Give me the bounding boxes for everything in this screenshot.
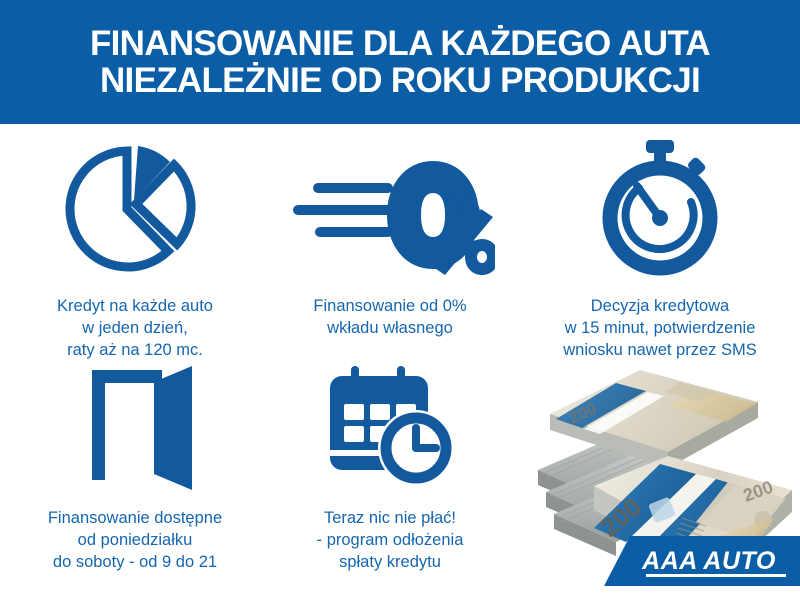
logo-background-shape (604, 536, 800, 586)
aaa-auto-logo[interactable]: AAA AUTO (604, 536, 800, 586)
feature-deferred-payment: Teraz nic nie płać! - program odłożenia … (268, 362, 512, 574)
feature-zero-percent: Finansowanie od 0% wkładu własnego (268, 138, 512, 340)
feature-caption: Finansowanie od 0% wkładu własnego (313, 297, 467, 337)
feature-availability: Finansowanie dostępne od poniedziałku do… (10, 362, 260, 574)
feature-credit-decision: Decyzja kredytowa w 15 minut, potwierdze… (520, 138, 800, 362)
calendar-clock-icon (322, 362, 458, 492)
features-grid: Kredyt na każde auto w jeden dzień, raty… (0, 124, 800, 600)
banner-header: FINANSOWANIE DLA KAŻDEGO AUTA NIEZALEŻNI… (0, 0, 800, 124)
feature-caption: Teraz nic nie płać! - program odłożenia … (316, 509, 464, 571)
feature-caption: Decyzja kredytowa w 15 minut, potwierdze… (563, 297, 757, 359)
logo-underline (646, 574, 786, 577)
open-door-icon (70, 362, 200, 492)
stopwatch-icon (590, 138, 730, 278)
feature-caption: Finansowanie dostępne od poniedziałku do… (47, 509, 223, 571)
headline-line-1: FINANSOWANIE DLA KAŻDEGO AUTA (89, 23, 711, 63)
banknote-stacks-photo: 200 200 (520, 352, 800, 600)
zero-percent-icon (285, 138, 495, 278)
logo-text: AAA AUTO (642, 546, 776, 575)
pie-chart-icon (64, 138, 206, 278)
feature-caption: Kredyt na każde auto w jeden dzień, raty… (57, 297, 213, 359)
headline-line-2: NIEZALEŻNIE OD ROKU PRODUKCJI (99, 61, 701, 100)
feature-credit-every-car: Kredyt na każde auto w jeden dzień, raty… (10, 138, 260, 362)
